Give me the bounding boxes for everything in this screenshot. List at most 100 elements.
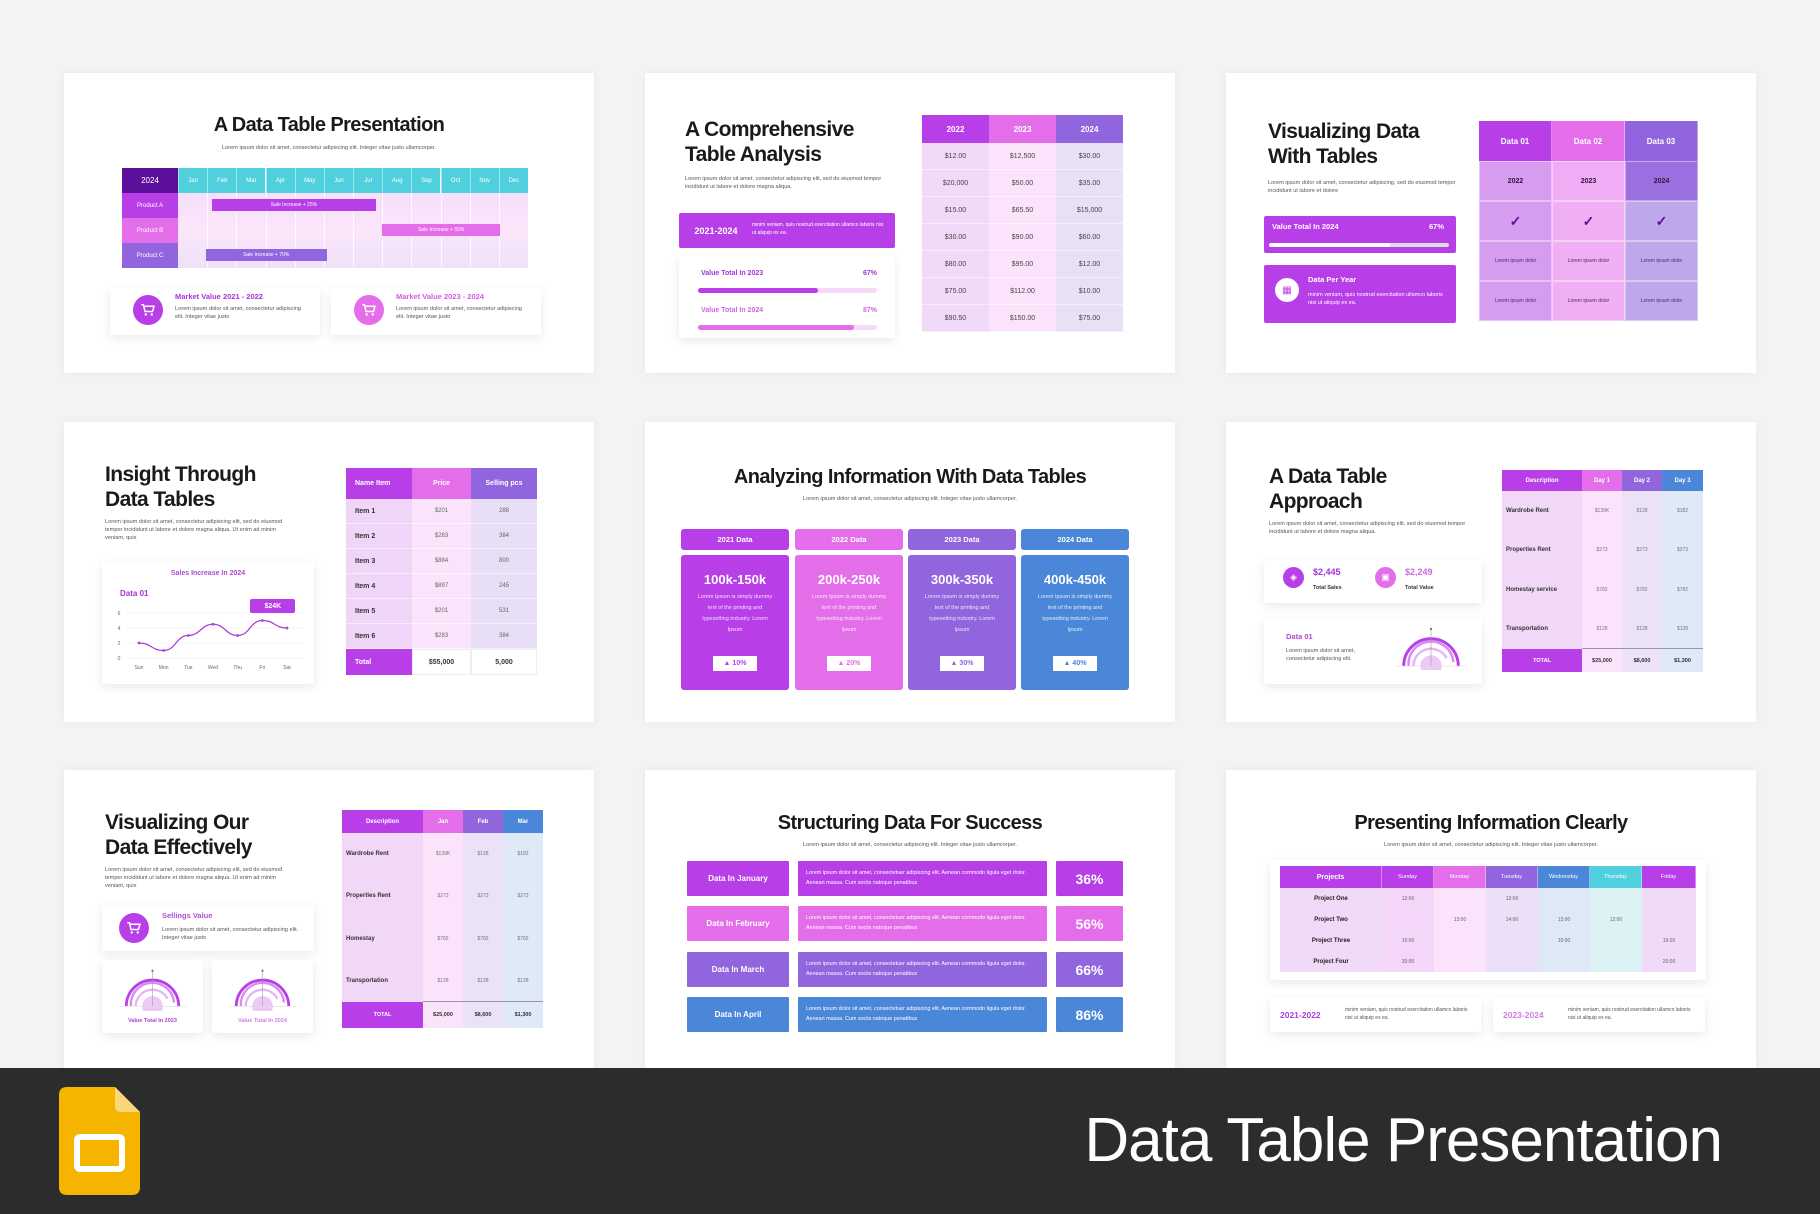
slide-subtitle: Lorem ipsum dolor sit amet, consectetur … bbox=[803, 841, 1017, 848]
table-cell: 13:00 bbox=[1453, 916, 1467, 923]
table-cell: Project Three bbox=[1311, 937, 1351, 944]
gauge-label: Value Total In 2023 bbox=[128, 1017, 177, 1024]
table-header: 2022 bbox=[922, 115, 989, 143]
period-card bbox=[1270, 998, 1481, 1032]
x-tick-label: Sat bbox=[283, 665, 291, 671]
tag-icon: ◈ bbox=[1283, 567, 1304, 588]
table-cell: $80.00 bbox=[922, 251, 989, 278]
table-cell: 12:00 bbox=[1609, 916, 1623, 923]
month-header: Feb bbox=[207, 168, 237, 193]
table-cell: Transportation bbox=[1506, 626, 1549, 633]
timeline-bar[interactable]: Sale Increase + 25% bbox=[211, 199, 377, 211]
slide-subtitle: Lorem ipsum dolor sit amet, consectetur … bbox=[803, 495, 1017, 502]
table-cell: Transportation bbox=[346, 978, 389, 985]
slide-data-table-approach[interactable]: A Data Table Approach Lorem ipsum dolor si… bbox=[1226, 422, 1756, 722]
slide-title-line-1: A Comprehensive bbox=[685, 118, 854, 141]
progress-percent: 67% bbox=[1428, 222, 1444, 231]
timeline-bar[interactable]: Sale Increase + 55% bbox=[382, 224, 501, 236]
slide-analyzing-information[interactable]: Analyzing Information With Data Tables Lo… bbox=[645, 422, 1175, 722]
row-text: Lorem ipsum dolor sit amet, consectetuer… bbox=[798, 952, 1047, 987]
check-icon: ✓ bbox=[1552, 201, 1625, 241]
x-tick-label: Mon bbox=[159, 665, 169, 671]
table-cell: $128 bbox=[517, 978, 529, 985]
info-text: minim veniam, quis nostrud exercitation … bbox=[1308, 292, 1443, 306]
slide-title-line-2: Approach bbox=[1269, 490, 1363, 513]
slide-comprehensive-table-analysis[interactable]: A Comprehensive Table Analysis Lorem ipsum… bbox=[645, 73, 1175, 373]
table-cell: $782 bbox=[1676, 586, 1689, 593]
table-cell: Homestay service bbox=[1506, 586, 1558, 593]
timeline-bar[interactable]: Sale Increase + 70% bbox=[205, 249, 327, 261]
table-cell: $782 bbox=[1596, 586, 1608, 593]
table-cell: 20:00 bbox=[1401, 958, 1415, 965]
data-card-header: 2021 Data bbox=[681, 529, 789, 550]
table-cell: $201 bbox=[412, 499, 471, 524]
product-label: Product A bbox=[122, 193, 178, 218]
slide-visualizing-our-data[interactable]: Visualizing Our Data Effectively Lorem ips… bbox=[64, 770, 594, 1070]
table-header: Description bbox=[1502, 470, 1582, 491]
month-header: Jan bbox=[178, 168, 208, 193]
data-text: Lorem Ipsum is simply dummy text of the … bbox=[1037, 594, 1113, 633]
y-tick-label: 4 bbox=[118, 626, 121, 632]
month-header: Oct bbox=[440, 168, 470, 193]
table-cell: $782 bbox=[1636, 586, 1648, 593]
slide-insight-through-data-tables[interactable]: Insight Through Data Tables Lorem ipsum do… bbox=[64, 422, 594, 722]
table-cell: $30.00 bbox=[1056, 143, 1123, 170]
table-cell: Project Four bbox=[1313, 958, 1349, 965]
slide-structuring-data[interactable]: Structuring Data For Success Lorem ipsum … bbox=[645, 770, 1175, 1070]
table-cell: $273 bbox=[517, 893, 529, 900]
month-header: Sep bbox=[411, 168, 441, 193]
slide-title-line-2: Data Effectively bbox=[105, 836, 252, 859]
row-text: Lorem ipsum dolor sit amet, consectetuer… bbox=[798, 861, 1047, 896]
data-card-text: Lorem ipsum dolor sit amet, consectetur … bbox=[1286, 648, 1356, 662]
line-chart: 0 2 4 6 Sun Mon Tue Wed Thu Fri Sat bbox=[118, 611, 304, 671]
table-cell: $201 bbox=[412, 599, 471, 624]
table-cell: Item 6 bbox=[346, 624, 412, 649]
slide-title: Structuring Data For Success bbox=[777, 811, 1043, 834]
table-cell: $128 bbox=[1636, 507, 1648, 514]
month-header: May bbox=[294, 168, 324, 193]
slide-title-line-2: With Tables bbox=[1268, 145, 1378, 168]
progress-card bbox=[679, 256, 895, 338]
info-title: Data Per Year bbox=[1308, 275, 1357, 284]
data-text: Lorem Ipsum is simply dummy text of the … bbox=[811, 594, 887, 633]
table-total-cell: $1,300 bbox=[1662, 649, 1703, 672]
table-column-bg bbox=[463, 833, 503, 1003]
y-tick-label: 2 bbox=[118, 641, 121, 647]
year-cell: 2022 bbox=[1479, 161, 1552, 201]
table-cell: Item 1 bbox=[346, 499, 412, 524]
table-cell: Lorem ipsum dolor bbox=[1552, 241, 1625, 281]
table-cell: $128 bbox=[437, 978, 449, 985]
x-tick-label: Sun bbox=[135, 665, 144, 671]
table-cell bbox=[1538, 951, 1590, 972]
table-total-cell: $25,000 bbox=[1582, 649, 1622, 672]
table-header: Data 02 bbox=[1552, 121, 1625, 161]
table-header: Monday bbox=[1434, 866, 1486, 888]
table-cell: 384 bbox=[471, 524, 537, 549]
table-cell: $30.00 bbox=[922, 224, 989, 251]
slide-data-table-presentation[interactable]: A Data Table Presentation Lorem ipsum dol… bbox=[64, 73, 594, 373]
row-percent: 56% bbox=[1056, 906, 1123, 941]
table-header: Day 2 bbox=[1622, 470, 1662, 491]
progress-fill bbox=[698, 325, 854, 330]
table-cell: $182 bbox=[1676, 507, 1689, 514]
table-cell: $10.00 bbox=[1056, 278, 1123, 305]
slide-title: Presenting Information Clearly bbox=[1354, 811, 1628, 834]
table-cell: 531 bbox=[471, 599, 537, 624]
slide-visualizing-data-with-tables[interactable]: Visualizing Data With Tables Lorem ipsum d… bbox=[1226, 73, 1756, 373]
table-header: Friday bbox=[1642, 866, 1696, 888]
slide-presenting-information[interactable]: Presenting Information Clearly Lorem ipsu… bbox=[1226, 770, 1756, 1070]
table-cell bbox=[1590, 930, 1642, 951]
row-text: Lorem ipsum dolor sit amet, consectetuer… bbox=[798, 906, 1047, 941]
row-label: Data In March bbox=[687, 952, 789, 987]
table-cell: $139K bbox=[1594, 507, 1610, 514]
table-column-bg bbox=[471, 499, 537, 649]
table-cell: 19:00 bbox=[1662, 937, 1676, 944]
table-cell: 14:00 bbox=[1505, 916, 1519, 923]
table-cell: $90.50 bbox=[922, 305, 989, 332]
table-column-bg bbox=[1538, 888, 1590, 972]
growth-badge: ▲ 10% bbox=[713, 656, 757, 671]
data-card-title: Data 01 bbox=[1286, 632, 1313, 641]
data-point bbox=[260, 619, 264, 622]
table-cell: $65.50 bbox=[989, 197, 1056, 224]
check-icon: ✓ bbox=[1479, 201, 1552, 241]
